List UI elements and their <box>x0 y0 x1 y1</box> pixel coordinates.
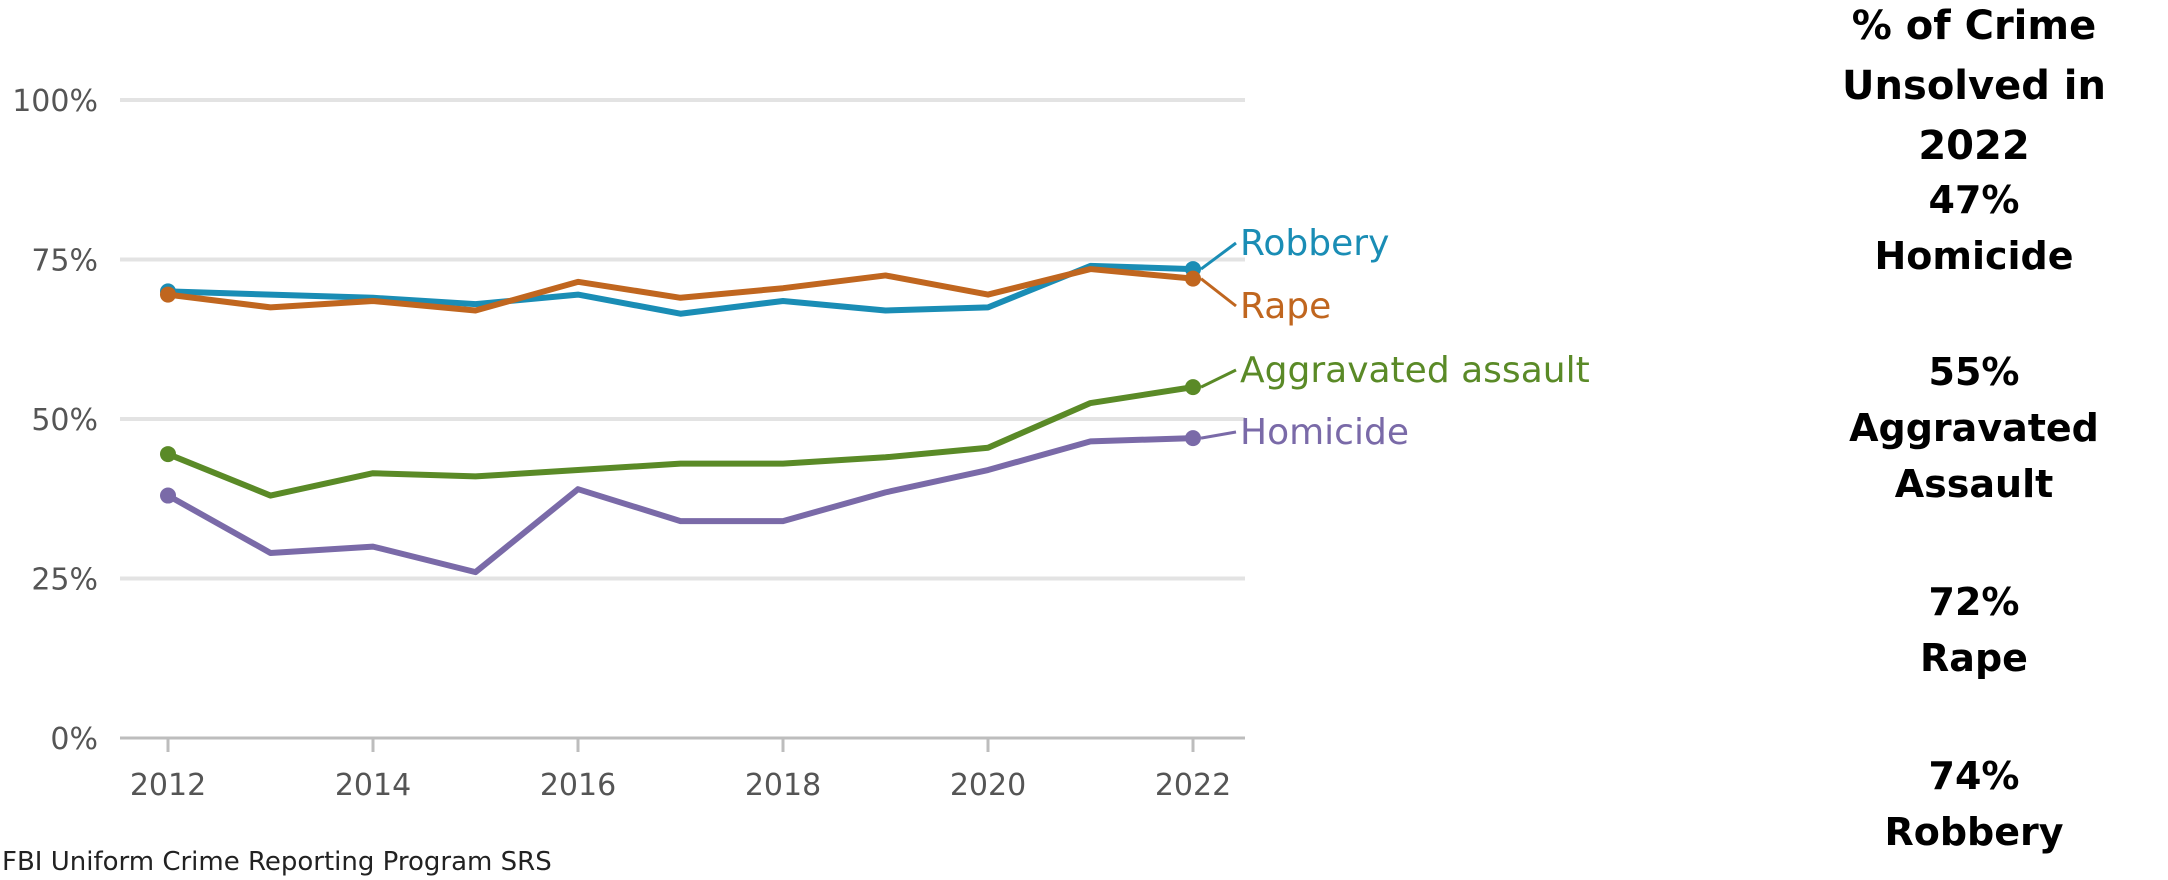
label-leader-robbery <box>1200 241 1237 271</box>
panel-title: % of Crime Unsolved in 2022 <box>1780 0 2168 176</box>
stat-aggravated-assault: 55% Aggravated Assault <box>1780 344 2168 512</box>
x-tick-label: 2022 <box>1155 768 1231 803</box>
stat-label: Homicide <box>1874 234 2074 278</box>
series-line-robbery <box>165 262 1196 317</box>
y-tick-label: 50% <box>31 403 98 438</box>
label-leader-rape <box>1200 277 1237 308</box>
data-point-aggravated-assault <box>160 446 176 463</box>
panel-title-line1: % of Crime <box>1851 3 2097 49</box>
series-line-homicide <box>165 435 1196 576</box>
y-axis-ticks: 0% 25% 50% 75% 100% <box>12 84 98 757</box>
y-tick-label: 25% <box>31 563 98 598</box>
stat-value: 74% <box>1928 754 2020 798</box>
gridlines <box>120 98 1245 740</box>
stat-value: 47% <box>1928 178 2020 222</box>
x-axis-ticks: 2012 2014 2016 2018 2020 2022 <box>130 738 1231 803</box>
series-line-aggravated-assault <box>165 384 1196 499</box>
data-point-rape <box>1185 270 1201 287</box>
stat-label: Aggravated <box>1849 406 2099 450</box>
series-labels: Robbery Rape Aggravated assault Homicide <box>1200 223 1590 453</box>
data-point-rape <box>160 286 176 303</box>
stat-value: 72% <box>1928 580 2020 624</box>
stat-label-2: Assault <box>1894 462 2054 506</box>
data-point-aggravated-assault <box>1185 379 1201 396</box>
stat-homicide: 47% Homicide <box>1780 172 2168 284</box>
y-tick-label: 0% <box>50 722 98 757</box>
label-leader-aggravated-assault <box>1200 368 1237 389</box>
data-point-homicide <box>1185 430 1201 447</box>
label-leader-homicide <box>1200 430 1237 440</box>
y-tick-label: 75% <box>31 244 98 279</box>
stat-rape: 72% Rape <box>1780 574 2168 686</box>
stat-label: Rape <box>1920 636 2028 680</box>
stat-robbery: 74% Robbery <box>1780 748 2168 860</box>
series-lines <box>160 261 1201 576</box>
series-label-homicide: Homicide <box>1240 412 1409 453</box>
stat-value: 55% <box>1928 350 2020 394</box>
series-label-rape: Rape <box>1240 286 1331 327</box>
stat-label: Robbery <box>1884 810 2064 854</box>
series-line-rape <box>165 266 1196 314</box>
series-label-robbery: Robbery <box>1240 223 1389 264</box>
data-point-homicide <box>160 487 176 504</box>
unsolved-summary-panel: % of Crime Unsolved in 2022 47% Homicide… <box>1780 0 2168 854</box>
line-chart: 0% 25% 50% 75% 100% 2012 2014 2016 2018 2020 2022… <box>12 84 1590 803</box>
x-tick-label: 2018 <box>745 768 821 803</box>
y-tick-label: 100% <box>12 84 98 119</box>
x-tick-label: 2016 <box>540 768 616 803</box>
series-label-aggravated-assault: Aggravated assault <box>1240 350 1590 391</box>
x-tick-label: 2014 <box>335 768 411 803</box>
x-tick-label: 2012 <box>130 768 206 803</box>
panel-title-line2: Unsolved in 2022 <box>1842 63 2106 169</box>
x-tick-label: 2020 <box>950 768 1026 803</box>
source-note: FBI Uniform Crime Reporting Program SRS <box>2 847 552 877</box>
